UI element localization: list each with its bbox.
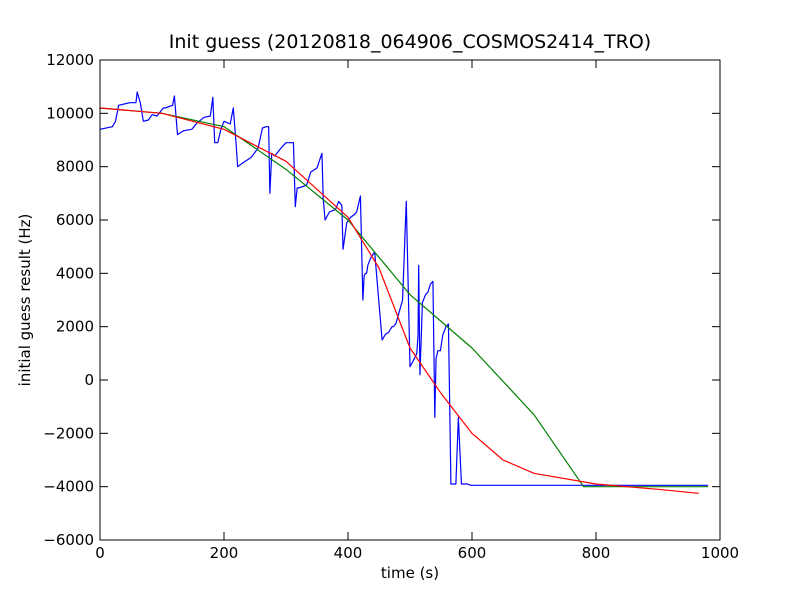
y-tick-label: 10000 bbox=[46, 104, 94, 122]
plot-area bbox=[100, 60, 720, 540]
series-line-1 bbox=[99, 107, 709, 488]
y-axis-label: initial guess result (Hz) bbox=[16, 214, 34, 387]
x-tick-label: 200 bbox=[210, 544, 239, 562]
y-tick-label: −6000 bbox=[43, 531, 94, 549]
y-tick-label: 2000 bbox=[56, 318, 94, 336]
x-tick-label: 400 bbox=[334, 544, 363, 562]
x-axis-label: time (s) bbox=[381, 564, 439, 582]
x-tick-label: 0 bbox=[95, 544, 105, 562]
x-tick-label: 600 bbox=[458, 544, 487, 562]
y-tick-label: 6000 bbox=[56, 211, 94, 229]
y-tick-label: 0 bbox=[84, 371, 94, 389]
y-tick-label: −4000 bbox=[43, 478, 94, 496]
y-tick-label: −2000 bbox=[43, 424, 94, 442]
series-layer bbox=[99, 91, 709, 494]
y-tick-label: 4000 bbox=[56, 264, 94, 282]
y-tick-label: 12000 bbox=[46, 51, 94, 69]
y-tick-label: 8000 bbox=[56, 158, 94, 176]
chart-title: Init guess (20120818_064906_COSMOS2414_T… bbox=[169, 31, 651, 53]
plot-frame bbox=[99, 59, 721, 541]
x-tick-label: 800 bbox=[582, 544, 611, 562]
plot-background bbox=[100, 60, 720, 540]
x-tick-label: 1000 bbox=[701, 544, 739, 562]
ticks-layer: 0 200 400 600 800 1000 −6000 −4000 −2000 0 2000 400… bbox=[43, 51, 739, 562]
series-line-2 bbox=[99, 107, 699, 494]
series-line-0 bbox=[99, 91, 709, 486]
